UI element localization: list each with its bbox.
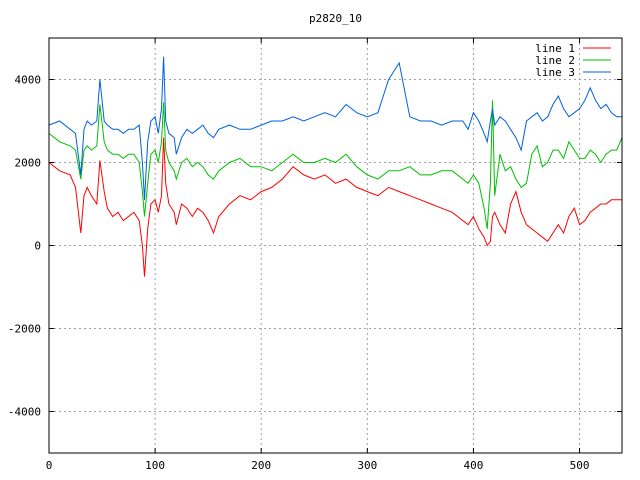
series-layer bbox=[48, 56, 623, 277]
x-tick-label: 200 bbox=[251, 459, 271, 472]
tick-layer: 0 100 200 300 400 500 -4000 -2000 0 2000 4000 bbox=[8, 38, 622, 472]
y-tick-label: -4000 bbox=[8, 406, 41, 419]
x-tick-label: 500 bbox=[570, 459, 590, 472]
y-tick-label: -2000 bbox=[8, 323, 41, 336]
x-tick-label: 100 bbox=[145, 459, 165, 472]
x-tick-label: 0 bbox=[46, 459, 53, 472]
y-tick-label: 4000 bbox=[15, 74, 42, 87]
x-tick-label: 400 bbox=[464, 459, 484, 472]
grid-layer bbox=[48, 38, 622, 453]
series-line-2 bbox=[48, 100, 623, 229]
legend-label-1: line 1 bbox=[535, 42, 575, 55]
chart-title: p2820_10 bbox=[309, 12, 362, 25]
y-tick-label: 0 bbox=[34, 240, 41, 253]
series-line-1 bbox=[48, 137, 622, 277]
x-tick-label: 300 bbox=[357, 459, 377, 472]
series-line-3 bbox=[48, 56, 622, 200]
y-tick-label: 2000 bbox=[15, 157, 42, 170]
legend-label-2: line 2 bbox=[535, 54, 575, 67]
legend-label-3: line 3 bbox=[535, 66, 575, 79]
